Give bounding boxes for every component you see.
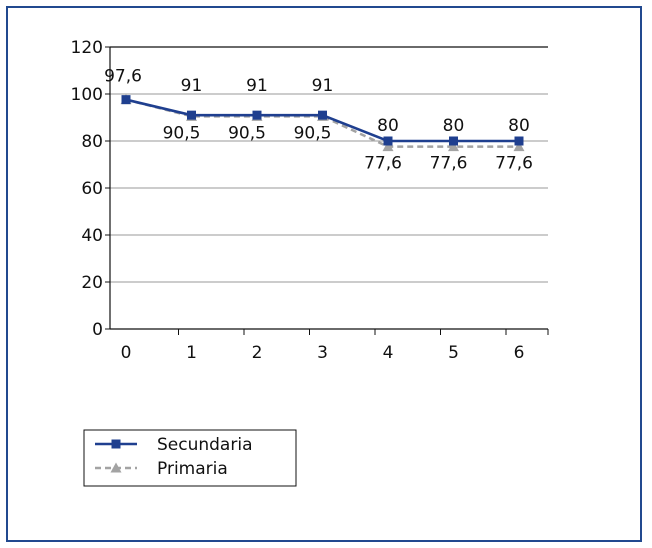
x-tick-label: 6 bbox=[514, 343, 525, 363]
legend-label-secundaria: Secundaria bbox=[157, 435, 252, 455]
data-label-secundaria: 91 bbox=[246, 76, 268, 96]
marker-secundaria bbox=[449, 136, 458, 146]
x-tick-label: 5 bbox=[448, 343, 459, 363]
marker-secundaria bbox=[252, 110, 262, 120]
marker-secundaria bbox=[187, 110, 196, 120]
y-tick-label: 120 bbox=[71, 38, 103, 58]
axes: 0 20 40 60 80 100 120 0 1 2 3 4 5 6 bbox=[71, 38, 549, 363]
legend-box bbox=[83, 429, 297, 487]
x-tick-label: 3 bbox=[317, 343, 328, 363]
marker-secundaria bbox=[383, 136, 393, 146]
x-tick-label: 4 bbox=[383, 343, 394, 363]
marker-secundaria bbox=[318, 110, 327, 120]
data-label-secundaria: 97,6 bbox=[104, 67, 142, 87]
marker-primaria bbox=[382, 141, 394, 152]
y-tick-label: 20 bbox=[81, 273, 103, 293]
marker-secundaria bbox=[514, 136, 524, 146]
legend-marker-secundaria bbox=[111, 439, 121, 449]
y-tick-label: 0 bbox=[92, 320, 103, 340]
data-label-secundaria: 91 bbox=[181, 76, 203, 96]
legend-marker-primaria bbox=[110, 462, 122, 473]
data-labels: 97,6 91 91 91 80 80 80 90,5 90,5 90,5 77,6 77,6 77,6 bbox=[104, 67, 533, 174]
data-label-secundaria: 80 bbox=[377, 116, 399, 136]
data-label-primaria: 90,5 bbox=[228, 123, 266, 143]
y-tick-label: 80 bbox=[81, 132, 103, 152]
data-label-primaria: 90,5 bbox=[294, 123, 332, 143]
data-label-secundaria: 80 bbox=[508, 116, 530, 136]
legend: Secundaria Primaria bbox=[83, 429, 297, 487]
legend-label-primaria: Primaria bbox=[157, 459, 228, 479]
marker-primaria bbox=[448, 141, 459, 152]
data-label-primaria: 77,6 bbox=[430, 154, 468, 174]
y-tick-label: 100 bbox=[71, 85, 103, 105]
data-label-secundaria: 91 bbox=[312, 76, 334, 96]
grid-lines bbox=[110, 46, 548, 283]
x-tick-label: 2 bbox=[252, 343, 263, 363]
marker-secundaria bbox=[121, 95, 131, 105]
x-tick-label: 0 bbox=[121, 343, 132, 363]
x-tick-label: 1 bbox=[186, 343, 197, 363]
y-tick-label: 40 bbox=[81, 226, 103, 246]
marker-primaria bbox=[513, 141, 525, 152]
series-lines bbox=[120, 94, 525, 152]
y-tick-label: 60 bbox=[81, 179, 103, 199]
data-label-primaria: 77,6 bbox=[364, 154, 402, 174]
data-label-primaria: 77,6 bbox=[495, 154, 533, 174]
data-label-primaria: 90,5 bbox=[163, 123, 201, 143]
data-label-secundaria: 80 bbox=[443, 116, 465, 136]
